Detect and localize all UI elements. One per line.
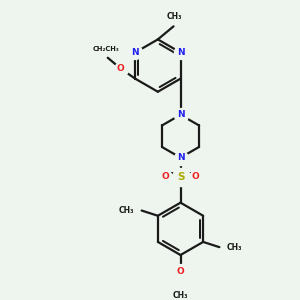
Text: N: N [177, 110, 184, 119]
Text: N: N [131, 48, 139, 57]
Text: O: O [177, 267, 184, 276]
Text: N: N [177, 153, 184, 162]
Text: S: S [177, 172, 184, 182]
Text: CH₃: CH₃ [119, 206, 134, 215]
Text: CH₃: CH₃ [227, 243, 242, 252]
Text: CH₂CH₃: CH₂CH₃ [93, 46, 120, 52]
Text: O: O [192, 172, 200, 181]
Text: O: O [161, 172, 169, 181]
Text: N: N [177, 48, 184, 57]
Text: CH₃: CH₃ [167, 12, 182, 21]
Text: CH₃: CH₃ [173, 291, 188, 300]
Text: O: O [117, 64, 125, 73]
